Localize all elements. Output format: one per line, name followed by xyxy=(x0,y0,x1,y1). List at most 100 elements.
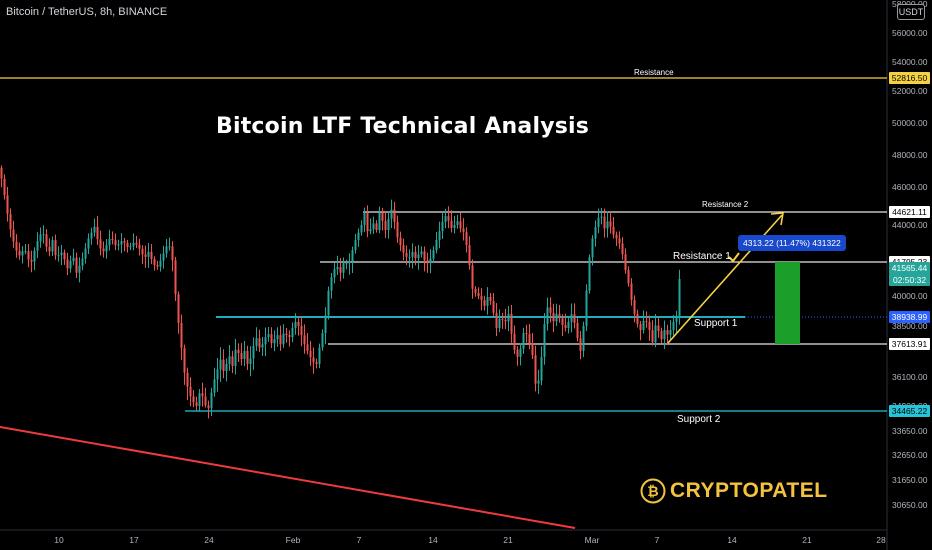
x-tick-label: 17 xyxy=(129,535,139,545)
candle-body xyxy=(234,349,237,367)
candle-body xyxy=(432,250,435,259)
brand-logo: ₿ CRYPTOPATEL xyxy=(640,478,828,504)
candle-body xyxy=(195,402,198,406)
candle-body xyxy=(645,320,648,322)
y-tick-label: 31650.00 xyxy=(892,475,928,485)
candle-body xyxy=(567,321,570,329)
x-tick-label: 7 xyxy=(655,535,660,545)
candle-body xyxy=(663,330,666,340)
candle-body xyxy=(96,226,99,240)
candle-body xyxy=(405,252,408,257)
y-tick-label: 38500.00 xyxy=(892,321,928,331)
candle-body xyxy=(657,325,660,332)
candle-body xyxy=(129,246,132,248)
candle-body xyxy=(60,252,63,256)
candle-body xyxy=(162,253,165,261)
x-tick-label: 7 xyxy=(357,535,362,545)
candle-body xyxy=(552,312,555,322)
candle-body xyxy=(69,261,72,269)
candle-body xyxy=(48,246,51,252)
candle-body xyxy=(357,232,360,241)
candle-body xyxy=(12,229,15,242)
candle-body xyxy=(462,228,465,233)
candle-body xyxy=(414,251,417,259)
candle-body xyxy=(627,270,630,284)
candle-body xyxy=(435,240,438,251)
candle-body xyxy=(105,245,108,252)
candle-body xyxy=(87,238,90,249)
candle-body xyxy=(495,312,498,329)
support-2-label: Support 2 xyxy=(677,414,721,425)
candle-body xyxy=(138,244,141,249)
candle-body xyxy=(555,313,558,322)
candle-body xyxy=(576,322,579,339)
measure-label: 4313.22 (11.47%) 431322 xyxy=(738,235,846,251)
candle-body xyxy=(633,299,636,314)
candle-body xyxy=(123,241,126,243)
candle-body xyxy=(426,260,429,264)
candle-body xyxy=(51,240,54,252)
candle-body xyxy=(24,251,27,253)
y-tick-label: 40000.00 xyxy=(892,291,928,301)
candle-body xyxy=(573,314,576,323)
candle-body xyxy=(345,263,348,265)
price-badge-label: 38938.99 xyxy=(892,312,928,322)
candle-body xyxy=(42,234,45,236)
candle-body xyxy=(624,254,627,271)
candle-body xyxy=(273,339,276,344)
candle-body xyxy=(180,322,183,349)
currency-button[interactable]: USDT xyxy=(897,4,925,20)
candle-body xyxy=(360,225,363,233)
candle-body xyxy=(18,250,21,256)
candle-body xyxy=(612,226,615,235)
candle-body xyxy=(342,263,345,273)
candle-body xyxy=(447,216,450,221)
candle-body xyxy=(534,355,537,384)
candle-body xyxy=(474,288,477,293)
candle-body xyxy=(78,265,81,273)
candle-body xyxy=(276,335,279,340)
price-badge xyxy=(889,261,930,286)
x-tick-label: 28 xyxy=(876,535,886,545)
candle-body xyxy=(213,379,216,393)
candle-body xyxy=(102,248,105,252)
candle-body xyxy=(171,246,174,261)
candle-body xyxy=(312,357,315,363)
x-tick-label: 21 xyxy=(802,535,812,545)
candle-body xyxy=(531,343,534,356)
candle-body xyxy=(402,245,405,253)
candle-body xyxy=(243,350,246,360)
candle-body xyxy=(135,242,138,245)
candle-body xyxy=(147,251,150,257)
candle-body xyxy=(660,331,663,340)
candle-body xyxy=(288,335,291,338)
candle-body xyxy=(678,279,681,316)
candle-body xyxy=(450,220,453,228)
candle-body xyxy=(378,212,381,231)
candle-body xyxy=(393,209,396,222)
candle-body xyxy=(438,231,441,241)
candle-body xyxy=(582,326,585,351)
candle-body xyxy=(510,313,513,334)
candle-body xyxy=(618,238,621,244)
price-badge xyxy=(889,205,930,218)
candle-body xyxy=(348,261,351,264)
candle-body xyxy=(453,225,456,228)
candle-body xyxy=(318,347,321,364)
y-tick-label: 48000.00 xyxy=(892,150,928,160)
candle-body xyxy=(579,338,582,351)
candle-body xyxy=(501,318,504,320)
target-box-left xyxy=(775,261,789,345)
candle-body xyxy=(615,234,618,239)
candle-body xyxy=(99,239,102,249)
candle-body xyxy=(39,234,42,242)
candle-body xyxy=(201,393,204,397)
candle-body xyxy=(72,257,75,262)
candle-body xyxy=(21,251,24,256)
price-badge xyxy=(889,311,930,324)
candle-body xyxy=(642,320,645,331)
candle-body xyxy=(480,296,483,300)
candle-body xyxy=(117,244,120,246)
target-box-right xyxy=(789,261,800,345)
